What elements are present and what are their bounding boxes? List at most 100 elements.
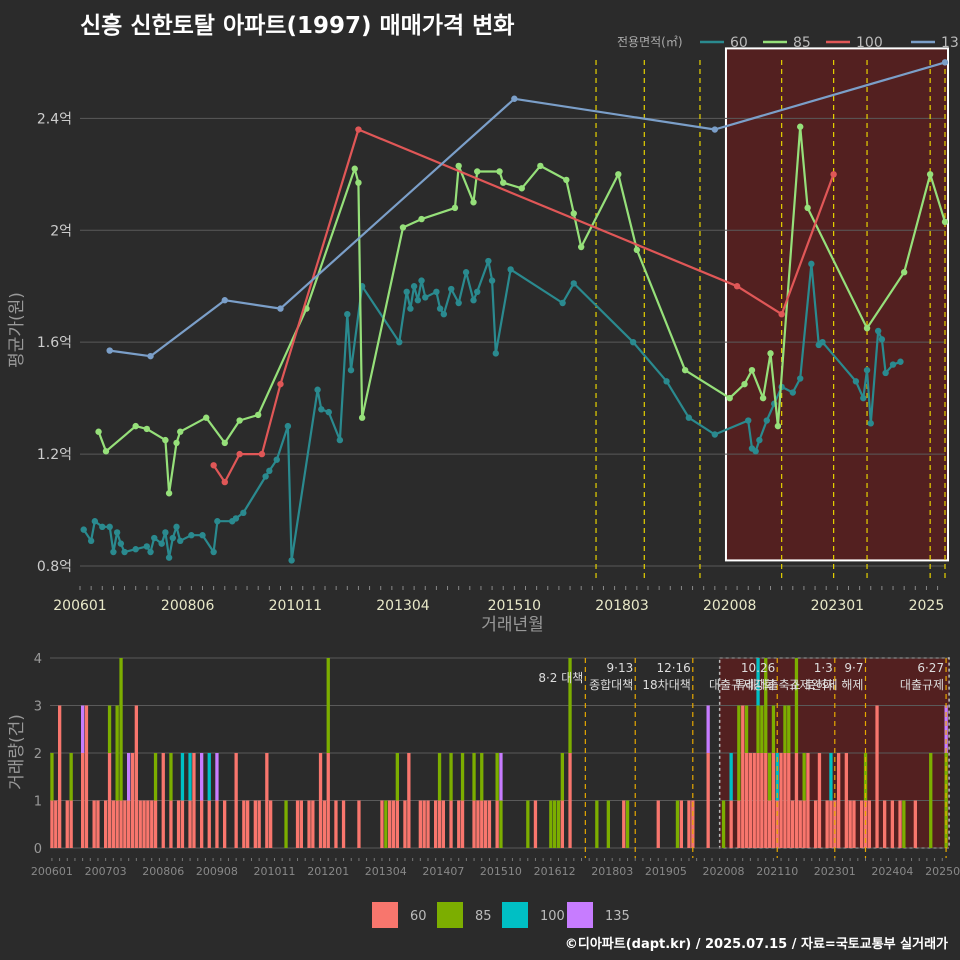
price-point-60 [570,280,577,287]
price-x-tick-label: 201803 [595,598,648,614]
volume-bar-60 [107,753,112,848]
price-point-60 [507,266,514,273]
volume-x-tick-label: 201304 [365,865,407,878]
volume-bar-60 [441,800,445,848]
volume-bar-85 [480,753,484,801]
price-x-tick-label: 202301 [811,598,864,614]
volume-x-tick-label: 201905 [645,865,687,878]
price-point-60 [863,366,871,374]
volume-bar-60 [81,753,85,848]
price-point-100 [221,478,228,486]
volume-bar-60 [798,800,802,848]
volume-bar-60 [829,800,833,848]
price-point-60 [336,436,344,444]
price-point-85 [926,171,934,178]
volume-bar-85 [675,800,680,848]
volume-bar-60 [188,800,192,848]
volume-bar-85 [794,658,799,753]
volume-bar-60 [756,753,760,848]
volume-bar-85 [744,705,749,753]
volume-bar-60 [771,753,776,848]
volume-bar-60 [752,753,756,848]
chart-title: 신흥 신한토탈 아파트(1997) 매매가격 변화 [80,13,515,39]
price-y-tick-label: 2.4억 [37,111,72,127]
price-point-60 [262,473,269,480]
volume-bar-60 [395,800,399,848]
volume-bar-85 [560,753,564,801]
volume-bar-85 [107,705,112,753]
price-point-60 [488,277,496,284]
price-point-85 [132,422,139,430]
volume-bar-85 [625,800,630,848]
volume-bar-60 [65,800,69,848]
price-point-60 [199,532,206,539]
price-point-60 [663,378,670,385]
price-point-60 [808,260,815,268]
volume-bar-60 [460,800,465,848]
price-point-60 [169,534,177,542]
price-point-60 [470,297,477,304]
price-point-60 [860,394,867,402]
volume-y-tick-label: 0 [34,842,42,857]
price-point-60 [210,548,217,556]
volume-x-tick-label: 201612 [534,865,576,878]
price-point-85 [863,324,871,332]
volume-bar-85 [119,658,123,801]
price-point-85 [804,204,811,212]
volume-bar-85 [771,705,776,753]
volume-bar-60 [242,800,246,848]
price-x-tick-label: 200806 [161,598,215,614]
price-x-tick-label: 2025 [909,598,945,614]
volume-legend-swatch-60 [372,902,398,928]
volume-bar-60 [437,800,442,848]
price-point-60 [889,361,897,368]
volume-bar-60 [422,800,426,848]
price-point-60 [240,509,247,517]
volume-bar-60 [767,800,772,848]
volume-x-tick-label: 202110 [756,865,798,878]
volume-bar-60 [322,800,327,848]
volume-bar-60 [898,800,902,848]
volume-bar-60 [687,800,691,848]
price-x-tick-label: 201304 [376,598,430,614]
volume-bar-60 [150,800,154,848]
volume-x-tick-label: 202301 [814,865,856,878]
price-point-60 [752,448,759,455]
volume-bar-60 [487,800,492,848]
volume-bar-60 [200,800,204,848]
volume-bar-100 [188,753,192,801]
volume-y-tick-label: 4 [34,652,42,667]
price-point-60 [188,532,195,539]
price-point-60 [91,518,99,525]
volume-bar-85 [284,800,288,848]
price-point-60 [462,269,470,276]
volume-bar-60 [426,800,430,848]
price-point-85 [162,436,169,444]
volume-bar-60 [169,800,173,848]
volume-bar-60 [115,800,119,848]
price-point-60 [147,548,154,556]
volume-legend-label-135: 135 [605,909,630,924]
volume-bar-60 [783,753,787,848]
volume-bar-60 [334,800,338,848]
price-point-60 [232,515,240,522]
volume-bar-60 [341,800,346,848]
price-series-line-85 [97,125,947,495]
price-y-tick-label: 1.2억 [37,447,72,463]
volume-bar-60 [192,753,196,848]
policy-annotation-label: 대출규제강화 [709,678,775,692]
volume-bar-60 [852,800,856,848]
volume-bar-85 [69,753,73,801]
price-x-tick-label: 202008 [703,598,756,614]
price-point-60 [436,305,444,312]
price-point-60 [318,406,325,413]
volume-bar-85 [472,753,476,801]
volume-bar-60 [748,753,752,848]
price-point-60 [344,310,351,318]
volume-bar-60 [737,800,741,848]
price-point-60 [403,288,410,296]
volume-bar-85 [764,658,768,753]
price-point-135 [277,305,284,312]
price-point-100 [830,171,837,178]
volume-bar-60 [311,800,315,848]
